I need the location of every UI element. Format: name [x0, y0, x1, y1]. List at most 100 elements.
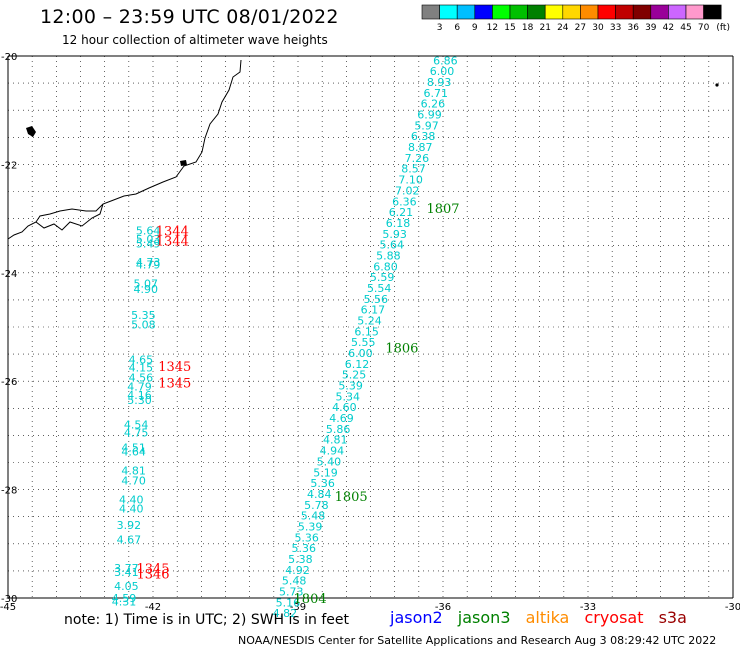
- color-scale-label: 3: [437, 23, 443, 33]
- wave-height-value: 5.40: [317, 455, 342, 468]
- color-scale-label: 24: [557, 23, 569, 33]
- color-scale-swatch: [580, 4, 599, 20]
- wave-height-value: 5.59: [370, 271, 395, 284]
- track-time-label: 1345: [158, 360, 191, 375]
- wave-height-value: 4.60: [332, 401, 357, 414]
- color-scale-swatch: [456, 4, 476, 20]
- wave-height-value: 4.81: [323, 434, 348, 447]
- wave-height-value: 6.21: [389, 206, 414, 219]
- color-scale-swatch: [597, 4, 616, 20]
- satellite-legend: jason2 jason3 altika cryosat s3a: [390, 608, 697, 627]
- wave-height-value: 5.24: [357, 314, 382, 327]
- island-3: [715, 83, 719, 87]
- x-tick-label: -36: [435, 602, 451, 613]
- wave-height-value: 5.34: [336, 390, 361, 403]
- color-scale-swatch: [439, 4, 458, 20]
- wave-height-value: 6.86: [433, 54, 458, 67]
- wave-height-value: 5.36: [292, 542, 317, 555]
- color-scale-label: 42: [663, 23, 674, 33]
- wave-height-value: 8.93: [427, 76, 452, 89]
- wave-height-value: 6.00: [430, 65, 455, 78]
- track-time-label: 1344: [156, 234, 189, 249]
- satellite-name-altika: altika: [525, 608, 570, 627]
- wave-height-value: 5.03: [136, 233, 161, 246]
- x-tick-label: -42: [145, 602, 161, 613]
- wave-height-value: 4.56: [129, 371, 154, 384]
- track-time-label: 1344: [156, 225, 189, 240]
- wave-height-value: 4.54: [124, 419, 149, 432]
- color-scale-swatch: [615, 4, 634, 20]
- y-tick-label: -20: [1, 52, 17, 63]
- coastline: [7, 59, 719, 240]
- chart-title: 12:00 – 23:59 UTC 08/01/2022: [40, 6, 339, 28]
- color-scale-swatch: [474, 4, 493, 20]
- wave-height-value: 4.67: [117, 533, 142, 546]
- satellite-name-jason2: jason2: [390, 608, 443, 627]
- wave-height-value: 5.86: [326, 423, 351, 436]
- wave-height-value: 4.90: [134, 283, 159, 296]
- y-tick-label: -26: [1, 377, 17, 388]
- wave-height-value: 4.81: [121, 465, 146, 478]
- wave-height-value: 6.80: [373, 260, 398, 273]
- wave-height-value: 4.75: [124, 427, 149, 440]
- wave-height-value: 5.55: [351, 336, 376, 349]
- wave-height-value: 6.00: [348, 347, 373, 360]
- color-scale-label: 39: [645, 23, 657, 33]
- color-scale-legend: 3 6 9 12 15 18 21 24 27 30 33 36 39 42 45 70 (ft): [421, 4, 730, 33]
- y-tick-label: -24: [1, 269, 17, 280]
- wave-height-value: 6.71: [424, 87, 449, 100]
- wave-height-value: 6.12: [345, 358, 370, 371]
- wave-height-value: 3.77: [114, 562, 139, 575]
- wave-height-value: 5.97: [414, 119, 439, 132]
- wave-height-value: 4.51: [121, 441, 146, 454]
- wave-height-value: 7.02: [395, 184, 420, 197]
- color-scale-swatch: [650, 4, 669, 20]
- units-note: note: 1) Time is in UTC; 2) SWH is in fe…: [64, 612, 350, 628]
- satellite-name-cryosat: cryosat: [584, 608, 644, 627]
- lat-lon-grid: -45 -42 -39 -36 -33 -30 -20 -22 -24 -26 -28 -30: [0, 52, 740, 613]
- color-scale-swatch: [421, 4, 440, 20]
- wave-height-value: 5.56: [364, 293, 389, 306]
- wave-height-value: 7.26: [405, 152, 430, 165]
- wave-height-value: 7.10: [398, 174, 423, 187]
- wave-height-value: 5.25: [342, 369, 367, 382]
- x-tick-label: -30: [725, 602, 740, 613]
- wave-height-value: 4.92: [285, 564, 310, 577]
- color-scale-label: 6: [454, 23, 460, 33]
- track-time-label: 1804: [294, 592, 327, 607]
- wave-height-value: 5.16: [276, 596, 301, 609]
- wave-height-value: 5.48: [282, 575, 307, 588]
- color-scale-swatch: [703, 4, 722, 20]
- track-time-label: 1807: [426, 202, 459, 217]
- wave-height-value: 5.49: [136, 238, 161, 251]
- wave-height-value: 5.93: [382, 228, 407, 241]
- wave-height-value: 6.18: [386, 217, 411, 230]
- color-scale-swatch: [492, 4, 511, 20]
- color-scale-label: 36: [627, 23, 639, 33]
- wave-height-value: 4.16: [127, 389, 152, 402]
- wave-height-value: 6.17: [361, 304, 386, 317]
- wave-height-value: 6.38: [411, 130, 436, 143]
- track-time-label: 1345: [136, 562, 169, 577]
- chart-subtitle: 12 hour collection of altimeter wave hei…: [62, 33, 328, 47]
- wave-height-value: 5.78: [304, 499, 329, 512]
- wave-height-value: 6.26: [421, 98, 446, 111]
- wave-height-value: 5.36: [310, 477, 335, 490]
- y-tick-label: -30: [1, 594, 17, 605]
- wave-height-value: 5.08: [131, 318, 156, 331]
- wave-height-value: 5.64: [380, 239, 405, 252]
- wave-height-value: 4.73: [136, 256, 161, 269]
- wave-height-value: 3.92: [117, 519, 142, 532]
- color-scale-swatch: [685, 4, 704, 20]
- color-scale-swatch: [562, 4, 581, 20]
- wave-height-value: 5.39: [298, 520, 323, 533]
- wave-height-value: 4.70: [121, 474, 146, 487]
- wave-height-value: 4.40: [119, 503, 144, 516]
- color-scale-label: 70: [698, 23, 710, 33]
- wave-height-value: 4.15: [129, 362, 154, 375]
- x-tick-label: -39: [290, 602, 306, 613]
- wave-height-value: 4.84: [307, 488, 332, 501]
- wave-height-value: 5.30: [127, 394, 152, 407]
- wave-height-value: 4.79: [127, 381, 152, 394]
